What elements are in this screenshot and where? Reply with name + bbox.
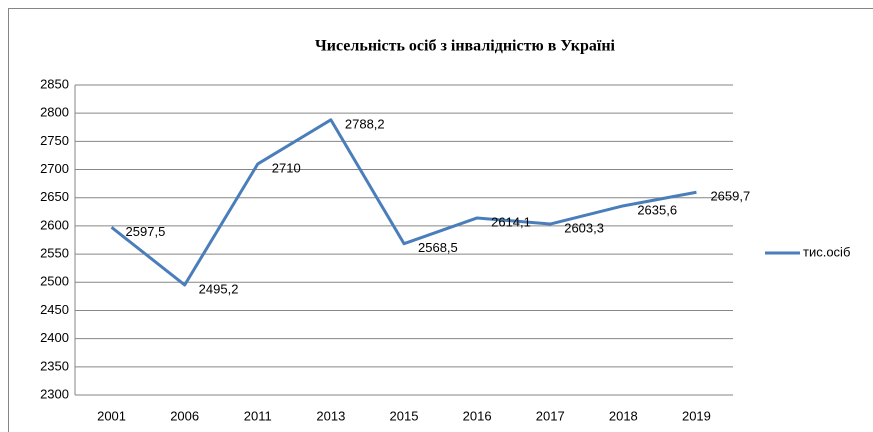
data-label: 2603,3 (564, 220, 604, 235)
data-label: 2635,6 (637, 202, 677, 217)
y-tick-label: 2600 (40, 217, 69, 232)
chart-title: Чисельність осіб з інвалідністю в Україн… (315, 38, 616, 55)
line-series (110, 118, 697, 287)
y-tick-label: 2750 (40, 133, 69, 148)
y-tick-label: 2700 (40, 161, 69, 176)
y-tick-label: 2800 (40, 105, 69, 120)
legend-label: тис.осіб (803, 244, 850, 259)
x-tick-label: 2018 (609, 408, 638, 423)
x-tick-label: 2006 (170, 408, 199, 423)
x-tick-label: 2011 (244, 408, 272, 423)
data-label: 2597,5 (126, 224, 166, 239)
y-tick-label: 2850 (40, 76, 69, 91)
y-tick-label: 2450 (40, 302, 69, 317)
x-tick-label: 2015 (390, 408, 419, 423)
x-tick-label: 2019 (682, 408, 711, 423)
y-tick-label: 2300 (40, 386, 69, 401)
x-tick-label: 2001 (97, 408, 126, 423)
chart-border (8, 8, 873, 432)
y-tick-label: 2350 (40, 358, 69, 373)
y-tick-label: 2550 (40, 246, 69, 261)
x-tick-label: 2013 (316, 408, 345, 423)
data-label: 2710 (272, 160, 301, 175)
data-label: 2614,1 (491, 214, 531, 229)
y-tick-label: 2400 (40, 330, 69, 345)
data-label: 2568,5 (418, 240, 458, 255)
x-tick-label: 2017 (536, 408, 565, 423)
y-tick-label: 2500 (40, 274, 69, 289)
data-label: 2659,7 (710, 189, 750, 204)
data-label: 2788,2 (345, 116, 385, 131)
x-tick-label: 2016 (463, 408, 492, 423)
data-label: 2495,2 (199, 281, 239, 296)
y-tick-label: 2650 (40, 189, 69, 204)
